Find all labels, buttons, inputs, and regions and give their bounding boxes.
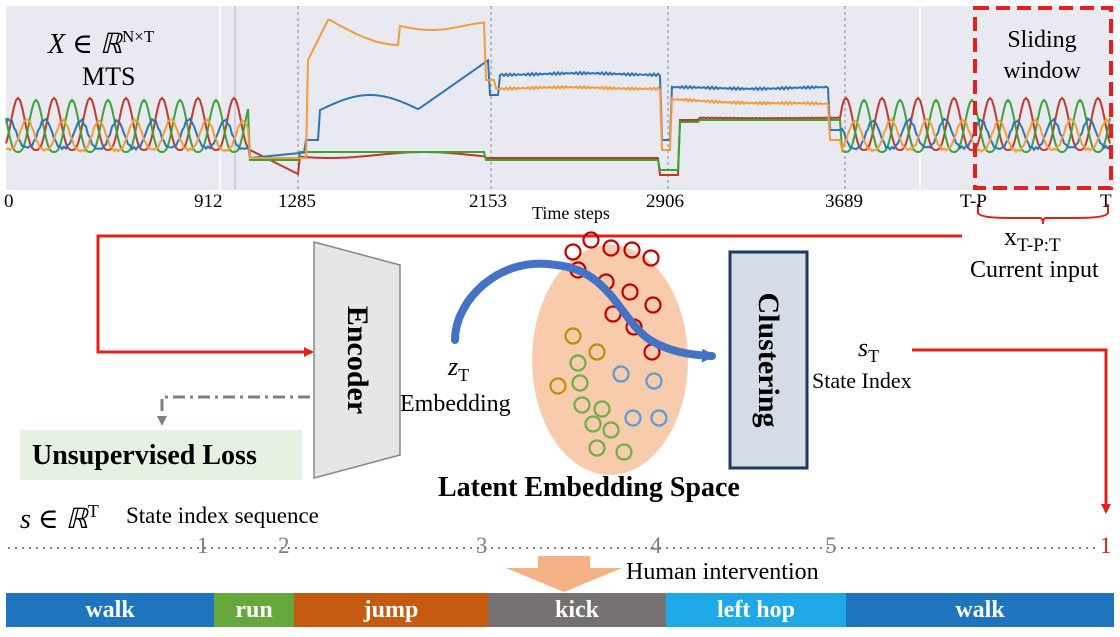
loss-background xyxy=(20,430,302,480)
tick-label: 0 xyxy=(4,191,14,212)
tick-label: 3689 xyxy=(825,191,863,212)
embedding-arrow xyxy=(451,259,716,363)
state-symbol: sT xyxy=(858,333,880,367)
state-index-label: 1 xyxy=(1100,533,1112,558)
segment-walk: walk xyxy=(846,593,1114,627)
sliding-window-box xyxy=(973,6,1113,190)
series-line-1 xyxy=(5,98,1111,171)
loss-arrow xyxy=(157,395,310,426)
segment-left-hop: left hop xyxy=(666,593,846,627)
embedding-symbol: zT xyxy=(448,352,470,386)
intervention-arrow xyxy=(506,556,622,592)
segment-kick: kick xyxy=(488,593,666,627)
state-index-label: 2 xyxy=(278,533,290,558)
encoder-label: Encoder xyxy=(341,305,374,415)
series-line-0 xyxy=(5,96,1111,176)
encoder-block xyxy=(313,241,401,479)
mts-math-label: X ∈ ℝN×T xyxy=(48,27,155,60)
intervention-label: Human intervention xyxy=(626,559,819,585)
cluster-gold xyxy=(549,327,606,395)
cluster-green xyxy=(569,354,633,461)
segment-jump: jump xyxy=(294,593,488,627)
state-index-label: 5 xyxy=(825,533,837,558)
tick-label: 912 xyxy=(194,191,223,212)
state-index-label: 3 xyxy=(476,533,488,558)
current-input-bracket xyxy=(977,204,1109,225)
state-sequence-caption: State index sequence xyxy=(126,503,319,528)
cluster-blue xyxy=(612,365,668,427)
latent-space-ellipse xyxy=(532,245,688,475)
state-index-label: 1 xyxy=(197,533,209,558)
state-caption: State Index xyxy=(812,368,912,393)
segment-run: run xyxy=(214,593,294,627)
segment-walk: walk xyxy=(6,593,214,627)
tick-label: T xyxy=(1100,191,1112,212)
x-axis-label: Time steps xyxy=(532,203,610,223)
tick-label: T-P xyxy=(960,191,987,212)
current-input-caption: Current input xyxy=(970,257,1099,283)
series-lines xyxy=(5,19,1111,176)
latent-space-title: Latent Embedding Space xyxy=(438,472,740,503)
tick-label: 1285 xyxy=(278,191,316,212)
sliding-window-label: Sliding window xyxy=(1003,27,1081,84)
series-line-3 xyxy=(5,19,1111,159)
state-index-label: 4 xyxy=(650,533,662,558)
tick-label: 2906 xyxy=(646,191,684,212)
series-line-2 xyxy=(5,58,1111,160)
mts-title: MTS xyxy=(82,62,136,91)
unsupervised-loss-label: Unsupervised Loss xyxy=(32,440,257,471)
clustering-block xyxy=(728,250,809,470)
embedding-caption: Embedding xyxy=(400,391,511,417)
input-arrow xyxy=(96,234,962,357)
state-arrow xyxy=(912,348,1111,514)
tick-label: 2153 xyxy=(469,191,507,212)
current-input-symbol: xT-P:T xyxy=(1004,222,1061,257)
state-sequence-math: s ∈ ℝT xyxy=(20,501,99,535)
clustering-label: Clustering xyxy=(752,292,785,428)
